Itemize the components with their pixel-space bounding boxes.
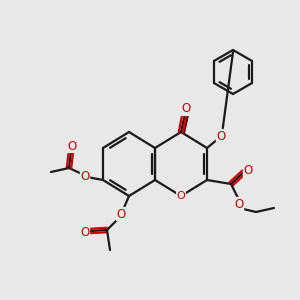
- Text: O: O: [182, 103, 190, 116]
- Text: O: O: [80, 226, 90, 238]
- Text: O: O: [243, 164, 253, 178]
- Text: O: O: [116, 208, 126, 220]
- Text: O: O: [234, 197, 244, 211]
- Text: O: O: [177, 191, 185, 201]
- Text: O: O: [68, 140, 76, 152]
- Text: O: O: [216, 130, 226, 142]
- Text: O: O: [80, 169, 90, 182]
